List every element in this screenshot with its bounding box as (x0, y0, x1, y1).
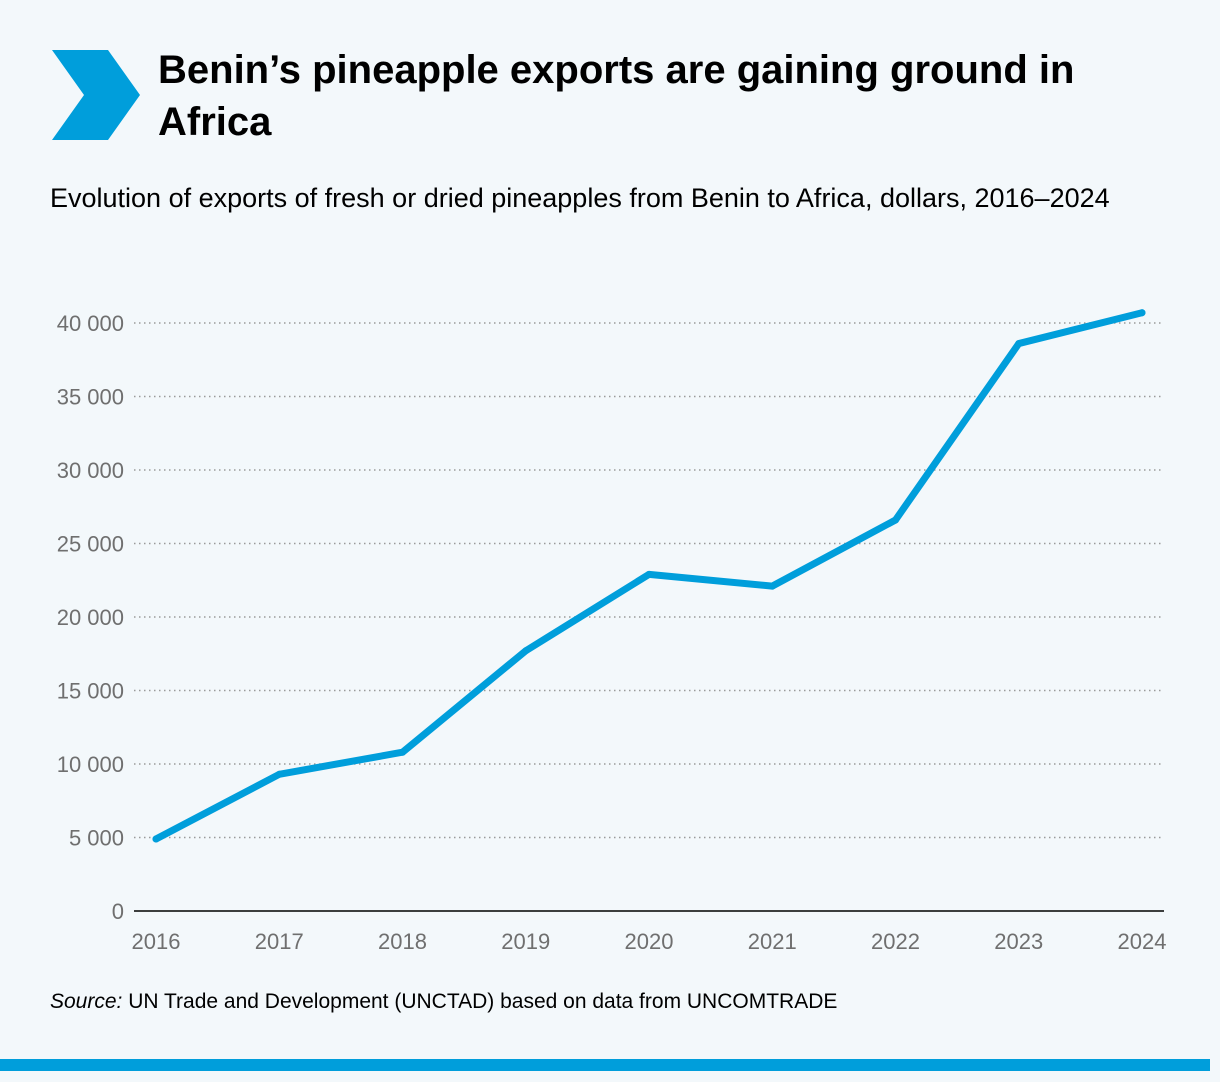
chevron-right-icon (52, 50, 140, 140)
source-label: Source: (50, 990, 123, 1013)
source-note: Source: UN Trade and Development (UNCTAD… (50, 990, 837, 1014)
data-point (768, 582, 776, 590)
x-tick-label: 2022 (871, 929, 920, 954)
data-point (152, 835, 160, 843)
y-tick-label: 40 000 (57, 311, 124, 336)
y-tick-label: 5 000 (69, 826, 124, 851)
data-point (1138, 309, 1146, 317)
data-point (275, 770, 283, 778)
data-point (399, 748, 406, 756)
series-group (152, 309, 1146, 843)
source-text: UN Trade and Development (UNCTAD) based … (122, 990, 838, 1013)
chart-subtitle: Evolution of exports of fresh or dried p… (50, 183, 1110, 213)
x-tick-label: 2018 (378, 929, 427, 954)
y-tick-label: 15 000 (57, 679, 124, 704)
x-tick-label: 2023 (994, 929, 1043, 954)
data-point (892, 516, 899, 524)
x-tick-label: 2019 (501, 929, 550, 954)
bottom-accent-bar (0, 1059, 1210, 1071)
y-tick-label: 10 000 (57, 752, 124, 777)
x-axis: 2016 2017 2018 2019 2020 2021 2022 2023 2024 (132, 910, 1167, 954)
x-tick-label: 2020 (625, 929, 674, 954)
chart-title: Benin’s pineapple exports are gaining gr… (158, 48, 1075, 144)
x-tick-label: 2021 (748, 929, 797, 954)
y-axis: 0 5 000 10 000 15 000 20 000 25 000 30 000 35 0… (57, 311, 124, 924)
data-point (1015, 340, 1023, 348)
data-point (522, 647, 530, 655)
y-tick-label: 35 000 (57, 385, 124, 410)
x-tick-label: 2016 (132, 929, 181, 954)
data-point (645, 570, 653, 578)
x-tick-label: 2017 (255, 929, 304, 954)
y-tick-label: 25 000 (57, 532, 124, 557)
y-tick-label: 30 000 (57, 458, 124, 483)
x-tick-label: 2024 (1118, 929, 1167, 954)
y-tick-label: 20 000 (57, 605, 124, 630)
y-tick-label: 0 (112, 899, 124, 924)
line-chart: 0 5 000 10 000 15 000 20 000 25 000 30 000 35 0… (57, 309, 1167, 954)
gridlines (134, 322, 1164, 839)
